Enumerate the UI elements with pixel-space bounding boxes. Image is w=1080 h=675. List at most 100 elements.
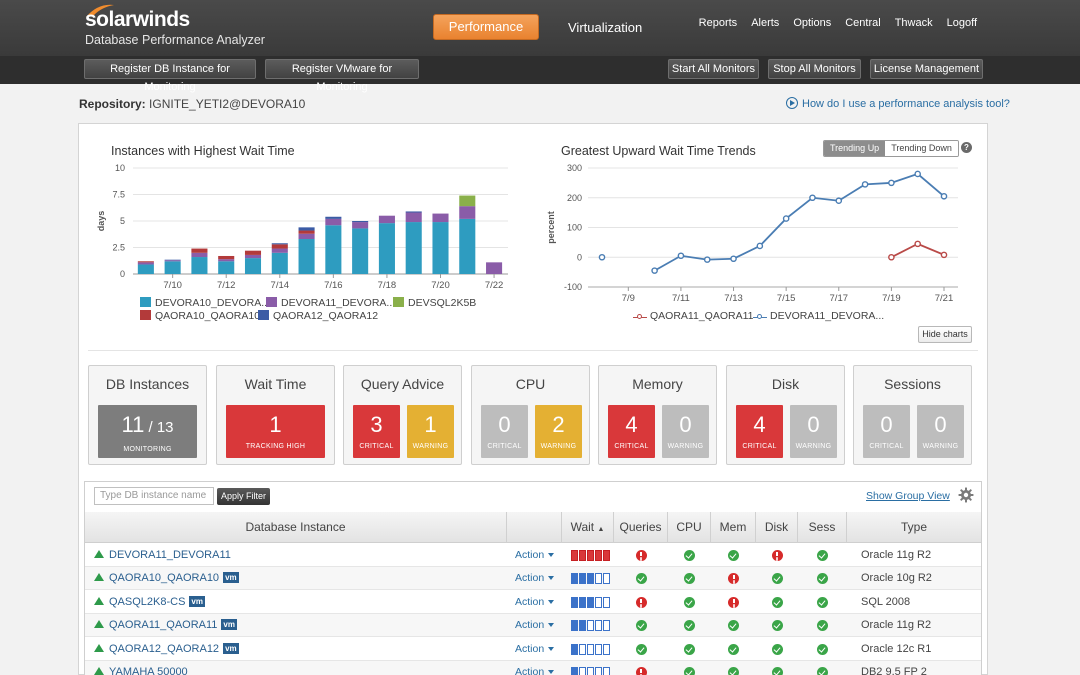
check-icon[interactable] xyxy=(817,573,828,585)
bar-segment[interactable] xyxy=(405,222,422,274)
check-icon[interactable] xyxy=(771,643,783,655)
table-row[interactable]: YAMAHA 50000 Action DB2 9.5 FP 2 xyxy=(85,661,981,675)
metric-tile[interactable]: 0 WARNING xyxy=(917,405,964,458)
col-type[interactable]: Type xyxy=(900,520,927,534)
bar-segment[interactable] xyxy=(271,248,288,253)
bar-segment[interactable] xyxy=(191,248,208,253)
tab-performance[interactable]: Performance xyxy=(433,14,539,40)
data-point[interactable] xyxy=(888,179,895,187)
register-vmware-button[interactable]: Register VMware for Monitoring xyxy=(265,59,419,93)
check-icon[interactable] xyxy=(684,596,695,608)
bar-segment[interactable] xyxy=(271,244,288,249)
nav-alerts[interactable]: Alerts xyxy=(751,17,780,29)
bar-segment[interactable] xyxy=(459,206,476,219)
metric-tile[interactable]: 0 CRITICAL xyxy=(481,405,528,458)
bar-segment[interactable] xyxy=(325,225,342,274)
action-menu[interactable]: Action xyxy=(515,544,554,567)
tab-virtualization[interactable]: Virtualization xyxy=(568,20,643,35)
instance-cell[interactable]: QAORA11_QAORA11 vm xyxy=(94,614,237,637)
metric-tile[interactable]: 11 / 13 MONITORING xyxy=(98,405,197,458)
bar-segment[interactable] xyxy=(378,223,395,274)
check-icon[interactable] xyxy=(684,620,695,632)
check-icon[interactable] xyxy=(771,667,783,675)
nav-central[interactable]: Central xyxy=(845,17,881,29)
metric-tile[interactable]: 0 CRITICAL xyxy=(863,405,910,458)
check-icon[interactable] xyxy=(684,550,695,561)
check-icon[interactable] xyxy=(771,573,783,585)
check-icon[interactable] xyxy=(728,550,739,561)
bar-segment[interactable] xyxy=(137,262,154,265)
data-point[interactable] xyxy=(651,267,658,274)
table-row[interactable]: QAORA12_QAORA12 vm Action Oracle 12c R1 xyxy=(85,638,981,661)
action-menu[interactable]: Action xyxy=(515,567,554,590)
bar-segment[interactable] xyxy=(191,257,208,274)
data-point[interactable] xyxy=(914,240,921,248)
check-icon[interactable] xyxy=(817,620,828,632)
instance-cell[interactable]: QAORA12_QAORA12 vm xyxy=(94,638,239,661)
bar-segment[interactable] xyxy=(298,239,315,274)
nav-reports[interactable]: Reports xyxy=(698,17,738,29)
instance-cell[interactable]: YAMAHA 50000 xyxy=(94,661,188,675)
bar-segment[interactable] xyxy=(164,259,181,261)
alert-icon[interactable] xyxy=(728,596,739,608)
instance-cell[interactable]: QASQL2K8-CS vm xyxy=(94,591,205,614)
metric-tile[interactable]: 0 WARNING xyxy=(790,405,837,458)
bar-segment[interactable] xyxy=(432,222,449,274)
check-icon[interactable] xyxy=(635,573,647,585)
action-menu[interactable]: Action xyxy=(515,661,554,675)
license-management-button[interactable]: License Management xyxy=(870,59,983,79)
bar-segment[interactable] xyxy=(325,218,342,226)
legend-item[interactable]: QAORA10_QAORA10 xyxy=(140,310,260,322)
bar-segment[interactable] xyxy=(298,230,315,234)
bar-segment[interactable] xyxy=(137,261,154,263)
check-icon[interactable] xyxy=(817,550,828,561)
hide-charts-button[interactable]: Hide charts xyxy=(918,326,972,343)
instance-cell[interactable]: QAORA10_QAORA10 vm xyxy=(94,567,239,590)
bar-segment[interactable] xyxy=(459,195,476,207)
check-icon[interactable] xyxy=(817,596,828,608)
bar-segment[interactable] xyxy=(325,216,342,219)
metric-tile[interactable]: 4 CRITICAL xyxy=(608,405,655,458)
action-menu[interactable]: Action xyxy=(515,591,554,614)
action-menu[interactable]: Action xyxy=(515,638,554,661)
check-icon[interactable] xyxy=(771,596,783,608)
bar-segment[interactable] xyxy=(218,255,235,260)
check-icon[interactable] xyxy=(817,643,828,655)
bar-segment[interactable] xyxy=(378,215,395,224)
col-queries[interactable]: Queries xyxy=(614,512,668,543)
check-icon[interactable] xyxy=(728,643,739,655)
nav-options[interactable]: Options xyxy=(793,17,832,29)
data-point[interactable] xyxy=(730,255,737,263)
bar-segment[interactable] xyxy=(352,222,369,229)
table-row[interactable]: QAORA11_QAORA11 vm Action Oracle 11g R2 xyxy=(85,614,981,638)
instance-name[interactable]: DEVORA11_DEVORA11 xyxy=(109,549,231,561)
bar-segment[interactable] xyxy=(459,218,476,274)
check-icon[interactable] xyxy=(684,573,695,585)
data-point[interactable] xyxy=(756,242,764,250)
data-point[interactable] xyxy=(809,194,816,202)
legend-item[interactable]: DEVORA11_DEVORA... xyxy=(266,297,395,309)
alert-icon[interactable] xyxy=(728,573,739,585)
bar-segment[interactable] xyxy=(298,227,315,231)
alert-icon[interactable] xyxy=(771,550,783,561)
col-sess[interactable]: Sess xyxy=(798,512,847,543)
legend-item[interactable]: QAORA12_QAORA12 xyxy=(258,310,378,322)
instance-name[interactable]: QAORA12_QAORA12 xyxy=(109,642,220,655)
nav-logoff[interactable]: Logoff xyxy=(946,17,977,29)
check-icon[interactable] xyxy=(635,643,647,655)
table-row[interactable]: DEVORA11_DEVORA11 Action Oracle 11g R2 xyxy=(85,544,981,567)
bar-segment[interactable] xyxy=(244,258,262,274)
help-question-icon[interactable]: ? xyxy=(961,142,972,153)
data-point[interactable] xyxy=(940,251,948,259)
action-menu[interactable]: Action xyxy=(515,614,554,637)
instance-name[interactable]: QASQL2K8-CS xyxy=(109,595,186,608)
col-disk[interactable]: Disk xyxy=(756,512,798,543)
stop-all-monitors-button[interactable]: Stop All Monitors xyxy=(768,59,861,79)
alert-icon[interactable] xyxy=(635,667,647,675)
metric-tile[interactable]: 3 CRITICAL xyxy=(353,405,400,458)
instance-name[interactable]: YAMAHA 50000 xyxy=(109,666,188,675)
data-point[interactable] xyxy=(888,253,895,261)
check-icon[interactable] xyxy=(728,620,739,632)
legend-item[interactable]: DEVORA10_DEVORA... xyxy=(140,297,270,309)
data-point[interactable] xyxy=(703,256,711,263)
